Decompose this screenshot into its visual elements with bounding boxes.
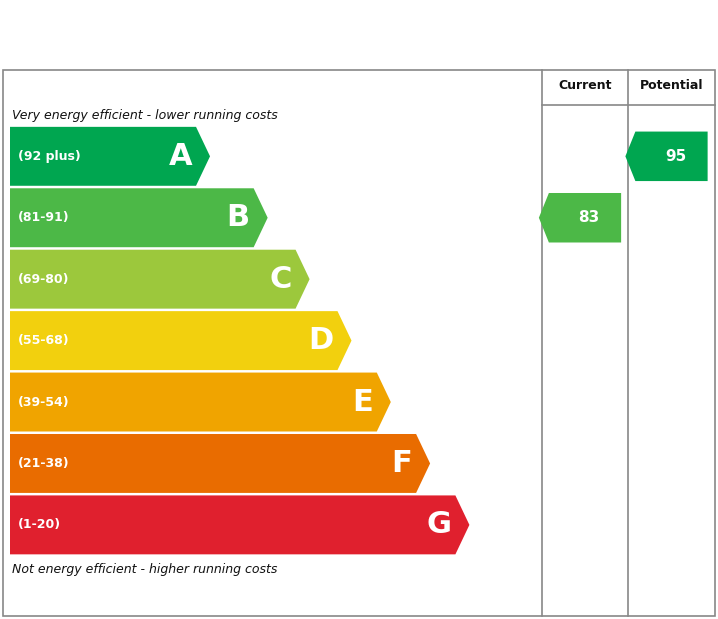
Text: (69-80): (69-80) (18, 273, 70, 286)
Text: (21-38): (21-38) (18, 457, 70, 470)
Text: D: D (308, 326, 333, 355)
Text: (1-20): (1-20) (18, 518, 61, 531)
Polygon shape (10, 495, 470, 555)
Text: Not energy efficient - higher running costs: Not energy efficient - higher running co… (12, 563, 277, 576)
Text: Energy Efficiency Rating: Energy Efficiency Rating (13, 17, 473, 50)
Text: G: G (426, 511, 452, 539)
Text: Very energy efficient - lower running costs: Very energy efficient - lower running co… (12, 109, 278, 122)
Polygon shape (10, 434, 430, 493)
Polygon shape (10, 249, 309, 309)
Text: (39-54): (39-54) (18, 396, 70, 409)
Text: (55-68): (55-68) (18, 334, 70, 347)
Text: 83: 83 (579, 210, 600, 225)
Polygon shape (10, 188, 268, 247)
Text: C: C (269, 265, 292, 293)
Polygon shape (625, 132, 708, 181)
Polygon shape (10, 127, 210, 186)
Text: Potential: Potential (640, 79, 703, 92)
Polygon shape (10, 373, 391, 431)
Text: F: F (391, 449, 412, 478)
Text: (81-91): (81-91) (18, 211, 70, 224)
Text: A: A (169, 142, 192, 171)
Text: B: B (227, 203, 250, 232)
Text: (92 plus): (92 plus) (18, 150, 80, 163)
Polygon shape (10, 311, 352, 370)
Text: Current: Current (559, 79, 612, 92)
Polygon shape (539, 193, 621, 243)
Text: 95: 95 (665, 149, 686, 164)
Text: E: E (352, 387, 373, 417)
